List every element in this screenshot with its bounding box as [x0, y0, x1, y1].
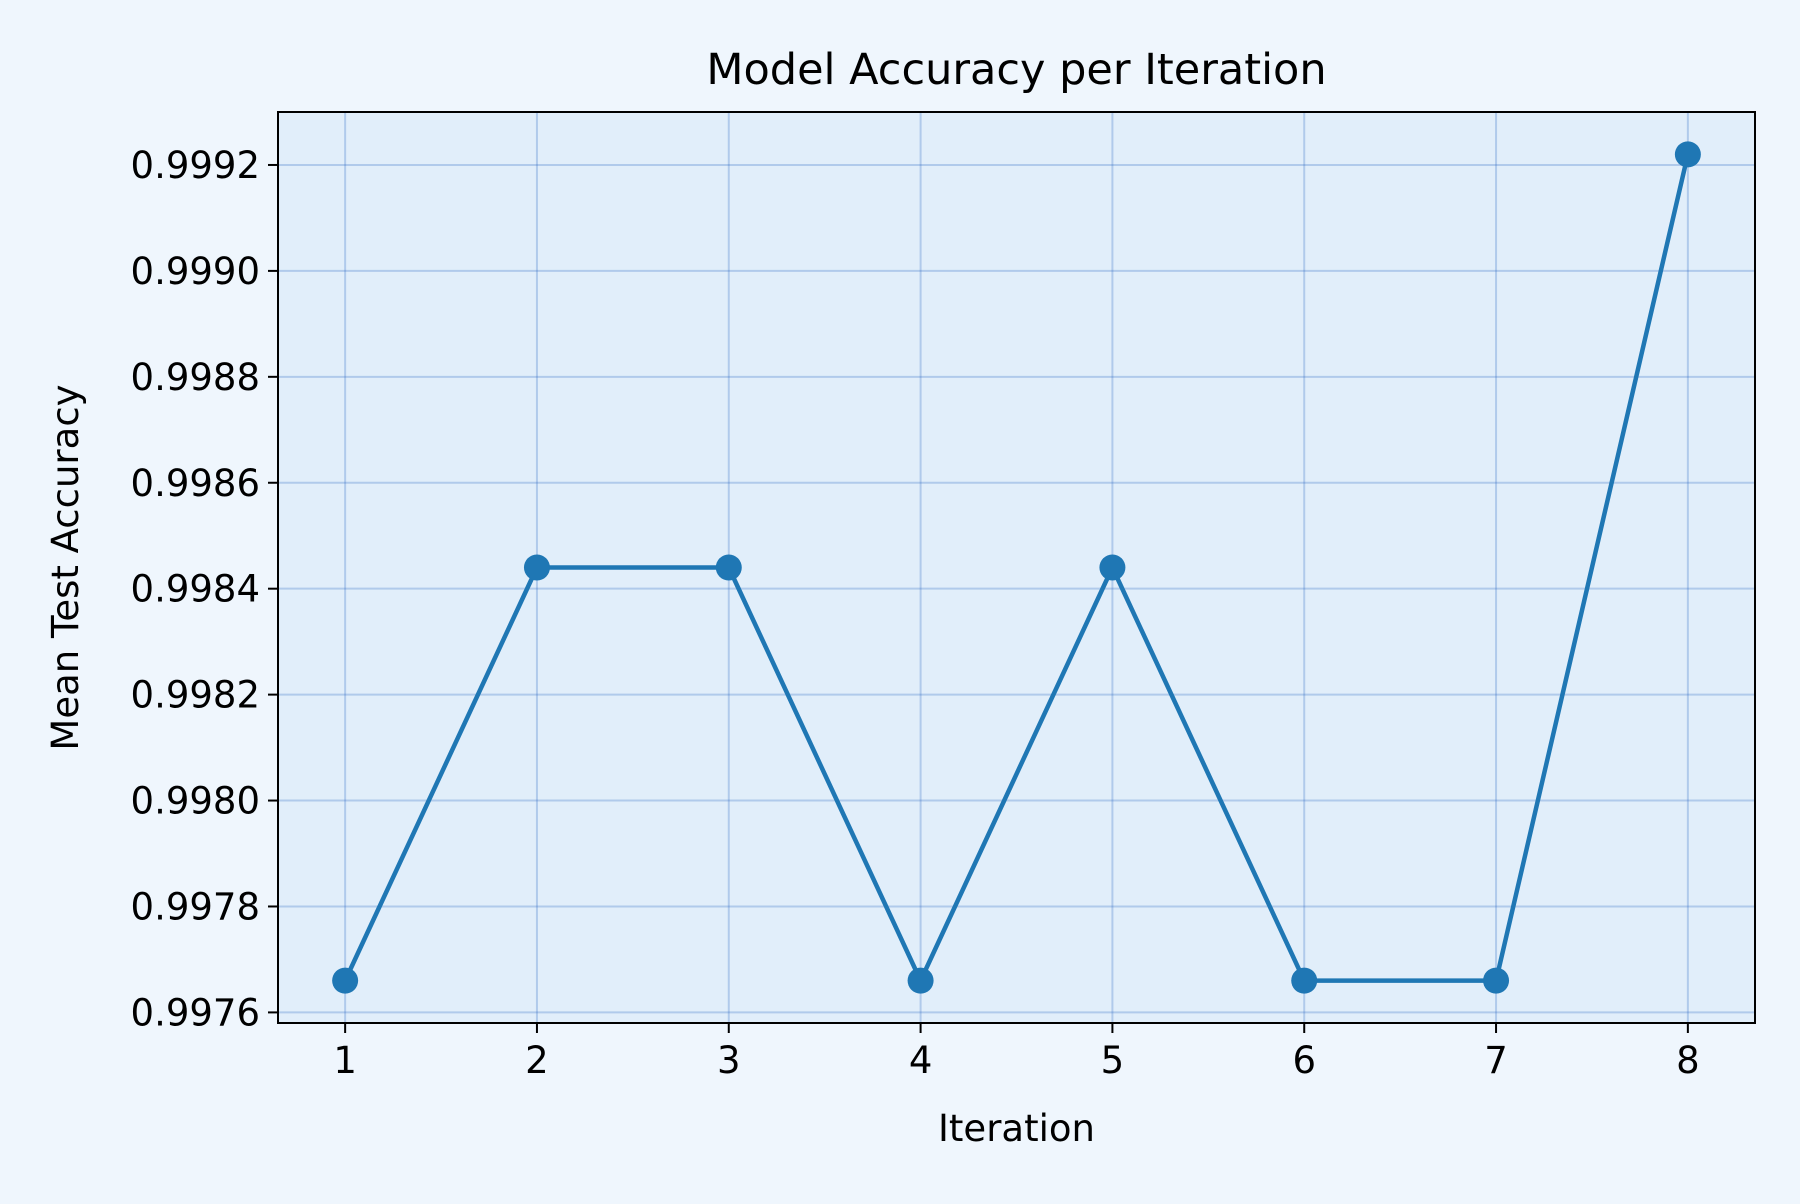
chart-title: Model Accuracy per Iteration	[706, 45, 1326, 95]
grid	[278, 112, 1755, 1023]
x-axis-label: Iteration	[938, 1107, 1095, 1150]
x-tick-label: 8	[1676, 1039, 1700, 1082]
data-point	[907, 967, 934, 994]
y-tick-label: 0.9984	[131, 568, 260, 611]
data-point	[523, 554, 550, 581]
data-point	[332, 967, 359, 994]
x-tick-label: 7	[1484, 1039, 1508, 1082]
series-line	[343, 153, 1691, 983]
x-tick-label: 4	[909, 1039, 933, 1082]
data-point	[1483, 967, 1510, 994]
x-tick-label: 3	[717, 1039, 741, 1082]
x-tick-label: 6	[1292, 1039, 1316, 1082]
y-tick-label: 0.9988	[131, 356, 260, 399]
y-axis-label: Mean Test Accuracy	[44, 384, 87, 750]
y-tick-label: 0.9978	[131, 885, 260, 928]
data-point	[715, 554, 742, 581]
series-layer	[332, 141, 1701, 994]
y-tick-label: 0.9992	[131, 144, 260, 187]
y-axis: 0.9976 0.9978 0.9980 0.9982 0.9984 0.9986 0.99…	[131, 144, 278, 1034]
plot-area	[278, 112, 1755, 1023]
y-tick-label: 0.9986	[131, 462, 260, 505]
data-point	[1291, 967, 1318, 994]
y-tick-label: 0.9982	[131, 674, 260, 717]
data-point	[1099, 554, 1126, 581]
data-point	[1674, 141, 1701, 168]
x-tick-label: 5	[1101, 1039, 1125, 1082]
y-tick-label: 0.9976	[131, 991, 260, 1034]
y-tick-label: 0.9990	[131, 250, 260, 293]
y-tick-label: 0.9980	[131, 780, 260, 823]
x-tick-label: 1	[333, 1039, 357, 1082]
plot-frame	[277, 111, 1756, 1024]
x-axis: 1 2 3 4 5 6 7 8	[333, 1023, 1700, 1082]
x-tick-label: 2	[525, 1039, 549, 1082]
